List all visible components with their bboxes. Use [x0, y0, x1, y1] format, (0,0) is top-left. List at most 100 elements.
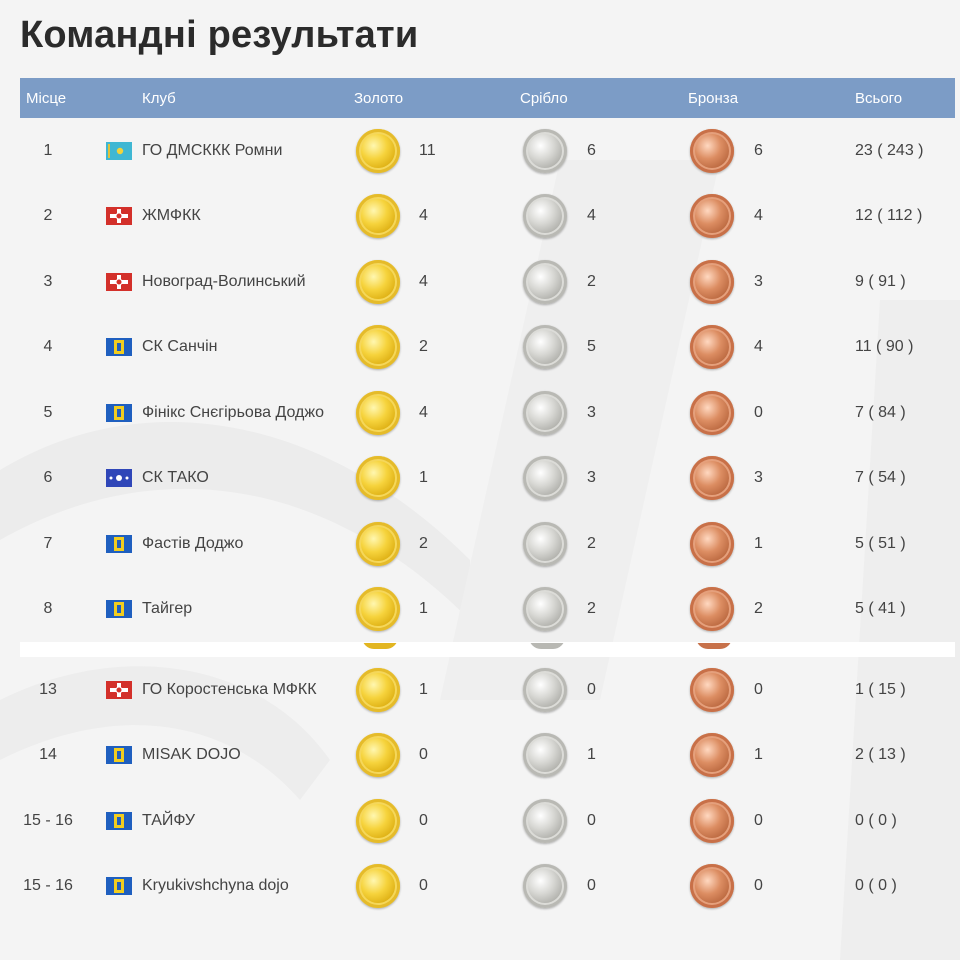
table-row[interactable]: 1 ГО ДМСККК Ромни 11 6 6 23 ( 243 ) [20, 118, 955, 184]
gold-count: 4 [419, 403, 428, 421]
header-bronze[interactable]: Бронза [688, 90, 739, 107]
gold-medal-icon [356, 456, 400, 501]
header-silver[interactable]: Срібло [520, 90, 568, 107]
club-name[interactable]: СК Санчін [142, 338, 218, 356]
club-name[interactable]: Фастів Доджо [142, 534, 244, 552]
header-place[interactable]: Місце [26, 90, 67, 107]
silver-medal-icon [523, 390, 567, 435]
silver-count: 5 [587, 338, 596, 356]
club-name[interactable]: СК ТАКО [142, 469, 209, 487]
gold-count: 4 [419, 207, 428, 225]
blue-yellow-flag [106, 746, 132, 765]
silver-medal-icon [523, 128, 567, 173]
blue-yellow-flag [106, 811, 132, 830]
gold-count: 2 [419, 338, 428, 356]
place-cell: 7 [43, 534, 53, 552]
bronze-medal-icon [690, 521, 734, 566]
blue-yellow-flag [106, 338, 132, 357]
table-row[interactable]: 3 Новоград-Волинський 4 2 3 9 ( 91 ) [20, 249, 955, 315]
place-cell: 3 [43, 272, 53, 290]
bronze-count: 1 [754, 534, 763, 552]
club-name[interactable]: Kryukivshchyna dojo [142, 877, 289, 895]
table-body-bottom: 13 ГО Коростенська МФКК 1 0 0 1 ( 15 ) 14 MISAK… [20, 657, 955, 919]
gold-medal-icon [356, 194, 400, 239]
zhytomyr-red-flag [106, 207, 132, 226]
table-row[interactable]: 14 MISAK DOJO 0 1 1 2 ( 13 ) [20, 723, 955, 789]
silver-count: 0 [587, 811, 596, 829]
bronze-count: 0 [754, 877, 763, 895]
bronze-count: 3 [754, 469, 763, 487]
bronze-medal-icon [690, 587, 734, 632]
silver-medal-icon [523, 259, 567, 304]
total-cell: 0 ( 0 ) [855, 877, 897, 895]
club-name[interactable]: ЖМФКК [142, 207, 201, 225]
bronze-count: 4 [754, 338, 763, 356]
blue-yellow-flag [106, 877, 132, 896]
total-cell: 5 ( 41 ) [855, 600, 906, 618]
silver-medal-icon [523, 667, 567, 712]
total-cell: 23 ( 243 ) [855, 141, 924, 159]
total-cell: 0 ( 0 ) [855, 811, 897, 829]
place-cell: 1 [43, 141, 53, 159]
blue-yellow-flag [106, 600, 132, 619]
table-row[interactable]: 15 - 16 Kryukivshchyna dojo 0 0 0 0 ( 0 ) [20, 854, 955, 920]
club-name[interactable]: Новоград-Волинський [142, 272, 306, 290]
bronze-count: 2 [754, 600, 763, 618]
total-cell: 2 ( 13 ) [855, 746, 906, 764]
gold-medal-icon [356, 733, 400, 778]
gold-medal-icon [356, 521, 400, 566]
silver-medal-icon [529, 643, 565, 649]
table-row[interactable]: 5 Фінікс Снєгірьова Доджо 4 3 0 7 ( 84 ) [20, 380, 955, 446]
bronze-count: 4 [754, 207, 763, 225]
silver-medal-icon [523, 456, 567, 501]
gold-count: 1 [419, 600, 428, 618]
total-cell: 7 ( 54 ) [855, 469, 906, 487]
header-total[interactable]: Всього [855, 90, 903, 107]
bronze-medal-icon [690, 128, 734, 173]
club-name[interactable]: Тайгер [142, 600, 193, 618]
blue-yellow-flag [106, 534, 132, 553]
gold-medal-icon [356, 667, 400, 712]
cropped-rows-separator [20, 642, 955, 657]
total-cell: 9 ( 91 ) [855, 272, 906, 290]
total-cell: 5 ( 51 ) [855, 534, 906, 552]
bronze-count: 0 [754, 403, 763, 421]
bronze-medal-icon [690, 390, 734, 435]
place-cell: 14 [39, 746, 57, 764]
club-name[interactable]: ГО ДМСККК Ромни [142, 141, 283, 159]
total-cell: 11 ( 90 ) [855, 338, 914, 356]
place-cell: 5 [43, 403, 53, 421]
bronze-count: 3 [754, 272, 763, 290]
gold-count: 0 [419, 877, 428, 895]
silver-count: 2 [587, 600, 596, 618]
table-row[interactable]: 15 - 16 ТАЙФУ 0 0 0 0 ( 0 ) [20, 788, 955, 854]
club-name[interactable]: Фінікс Снєгірьова Доджо [142, 403, 324, 421]
gold-count: 0 [419, 746, 428, 764]
silver-medal-icon [523, 325, 567, 370]
place-cell: 8 [43, 600, 53, 618]
club-name[interactable]: MISAK DOJO [142, 746, 241, 764]
place-cell: 4 [43, 338, 53, 356]
club-name[interactable]: ГО Коростенська МФКК [142, 680, 317, 698]
silver-count: 3 [587, 403, 596, 421]
gold-count: 11 [419, 141, 436, 159]
silver-medal-icon [523, 521, 567, 566]
blue-white-star-flag [106, 469, 132, 488]
table-row[interactable]: 13 ГО Коростенська МФКК 1 0 0 1 ( 15 ) [20, 657, 955, 723]
silver-count: 0 [587, 877, 596, 895]
header-gold[interactable]: Золото [354, 90, 404, 107]
table-row[interactable]: 7 Фастів Доджо 2 2 1 5 ( 51 ) [20, 511, 955, 577]
bronze-medal-icon [690, 864, 734, 909]
gold-medal-icon [356, 325, 400, 370]
table-row[interactable]: 2 ЖМФКК 4 4 4 12 ( 112 ) [20, 184, 955, 250]
place-cell: 15 - 16 [23, 877, 73, 895]
zhytomyr-red-flag [106, 272, 132, 291]
place-cell: 2 [43, 207, 53, 225]
table-row[interactable]: 6 СК ТАКО 1 3 3 7 ( 54 ) [20, 446, 955, 512]
table-row[interactable]: 4 СК Санчін 2 5 4 11 ( 90 ) [20, 315, 955, 381]
club-name[interactable]: ТАЙФУ [142, 811, 196, 829]
table-body-top: 1 ГО ДМСККК Ромни 11 6 6 23 ( 243 ) 2 ЖМФКК 4 4 4 1… [20, 118, 955, 642]
table-row[interactable]: 8 Тайгер 1 2 2 5 ( 41 ) [20, 577, 955, 643]
header-club[interactable]: Клуб [142, 90, 176, 107]
page-title: Командні результати [20, 14, 419, 56]
